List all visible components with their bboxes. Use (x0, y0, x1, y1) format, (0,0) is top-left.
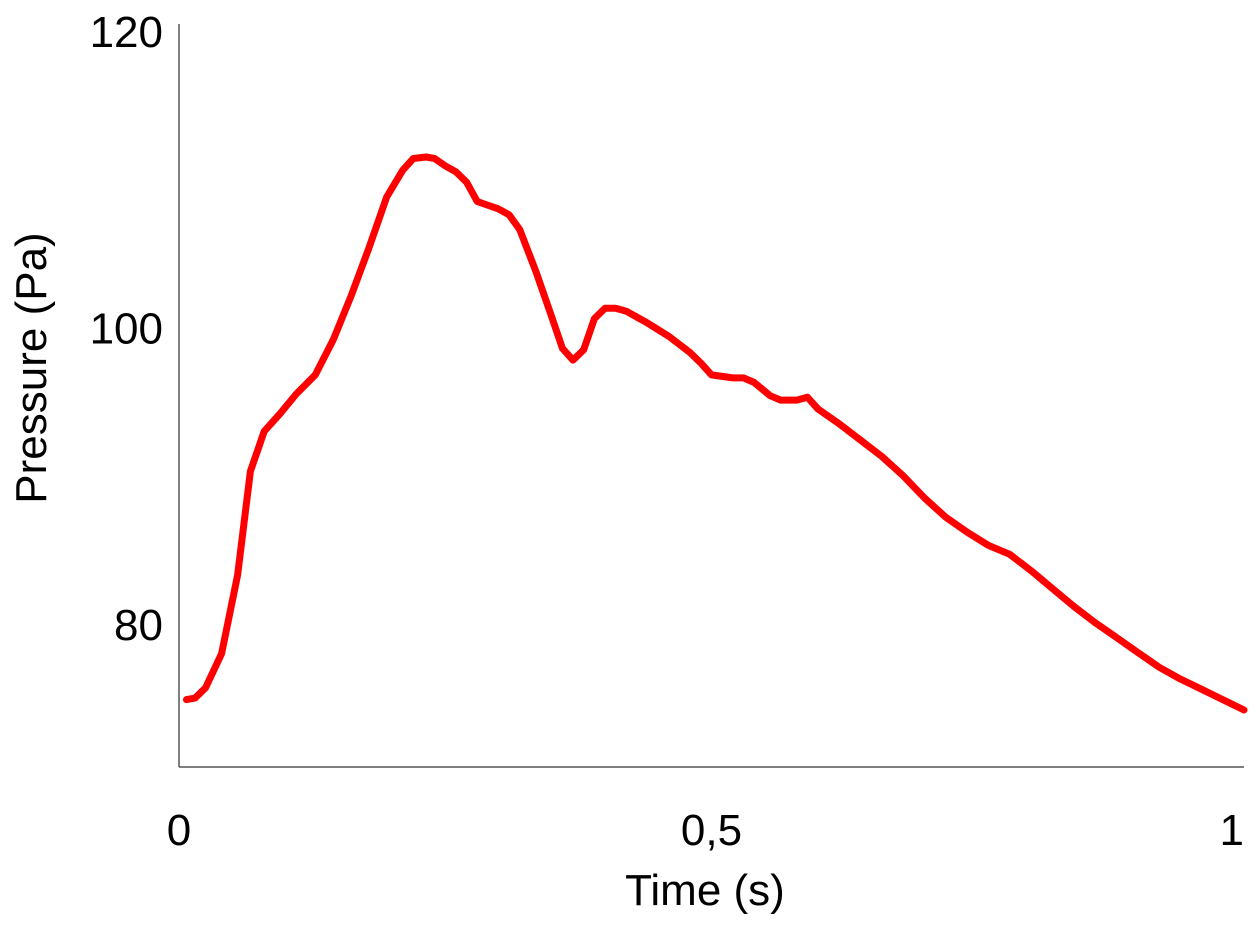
x-tick-labels: 0 0,5 1 (167, 806, 1244, 855)
y-tick-label: 120 (90, 8, 163, 57)
y-tick-label: 100 (90, 305, 163, 354)
y-tick-label: 80 (114, 601, 163, 650)
x-axis-title: Time (s) (625, 866, 785, 915)
series-layer (183, 153, 1248, 714)
x-tick-label: 1 (1220, 806, 1244, 855)
x-tick-label: 0 (167, 806, 191, 855)
x-tick-label: 0,5 (681, 806, 742, 855)
y-tick-labels: 80 100 120 (90, 8, 163, 650)
y-axis-title: Pressure (Pa) (7, 232, 56, 503)
pressure-series-line (183, 153, 1248, 714)
